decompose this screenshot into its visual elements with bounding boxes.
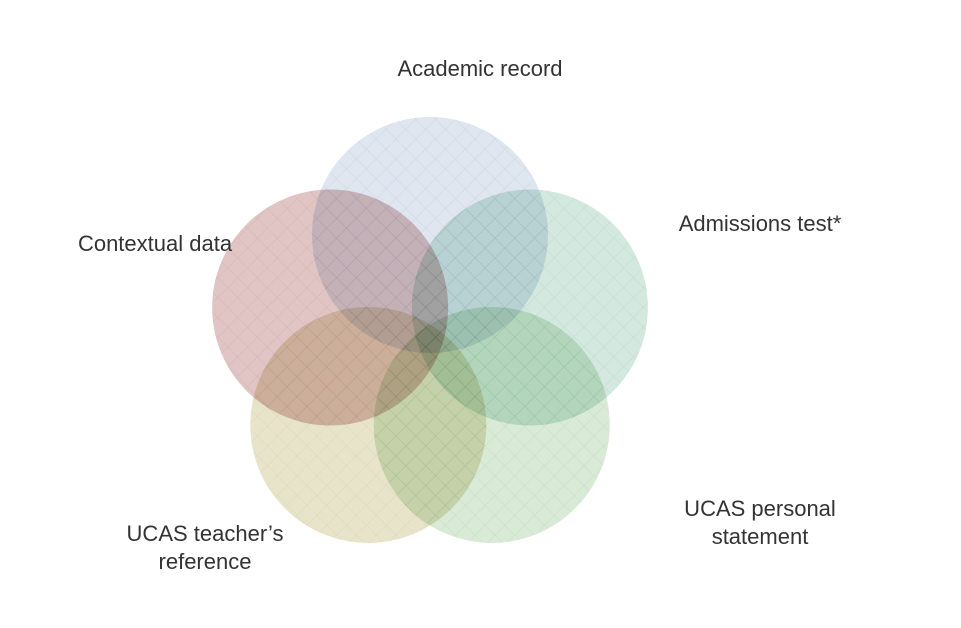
label-admissions-test: Admissions test* [679, 210, 842, 238]
label-ucas-teacher: UCAS teacher’s reference [127, 520, 284, 575]
label-academic-record: Academic record [397, 55, 562, 83]
venn-circle-contextual-data [210, 188, 450, 428]
label-contextual-data: Contextual data [78, 230, 232, 258]
label-ucas-personal: UCAS personal statement [684, 495, 836, 550]
venn-diagram: Academic record Admissions test* UCAS pers… [0, 0, 961, 628]
